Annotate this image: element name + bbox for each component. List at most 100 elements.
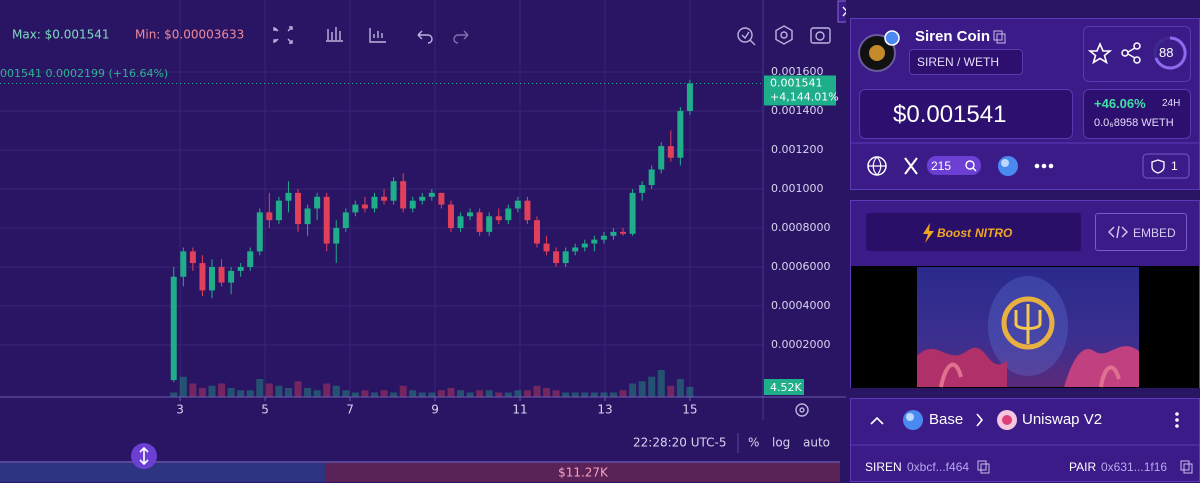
volume-bar xyxy=(218,383,226,397)
volume-bar xyxy=(256,379,264,397)
volume-bar xyxy=(351,392,359,397)
candle-body xyxy=(486,216,493,232)
candle-body xyxy=(247,251,254,267)
volume-bar xyxy=(437,390,445,397)
x-tick-label: 7 xyxy=(346,403,354,417)
collapse-button[interactable] xyxy=(837,0,846,23)
candle-body xyxy=(180,251,187,277)
volume-bar xyxy=(457,390,465,397)
candle-body xyxy=(533,220,540,244)
dex-name[interactable]: Uniswap V2 xyxy=(1022,411,1103,428)
x-count[interactable]: 215 xyxy=(931,159,952,173)
candle-body xyxy=(314,196,321,209)
actions-box xyxy=(1083,26,1191,82)
candle-body xyxy=(170,276,177,381)
volume-bar xyxy=(323,383,331,397)
auto-toggle[interactable]: auto xyxy=(803,436,830,450)
candle-body xyxy=(524,200,531,221)
pair-label: PAIR xyxy=(1069,460,1097,474)
candle-body xyxy=(467,212,474,217)
embed-label[interactable]: EMBED xyxy=(1133,226,1176,240)
settings-icon[interactable] xyxy=(795,403,809,417)
volume-bar xyxy=(686,386,694,397)
volume-bar xyxy=(227,388,235,397)
change-24h: +46.06% xyxy=(1094,96,1146,111)
volume-bar xyxy=(170,392,178,397)
volume-bar xyxy=(638,381,646,397)
volume-bar xyxy=(514,390,522,397)
candle-body xyxy=(591,239,598,244)
promo-section: Boost NITRO EMBED xyxy=(850,200,1200,388)
volume-bar xyxy=(342,390,350,397)
sell-bar xyxy=(325,463,840,482)
volume-bar xyxy=(619,390,627,397)
volume-bar xyxy=(600,392,608,397)
volume-bar xyxy=(648,376,656,397)
volume-bar xyxy=(581,392,589,397)
candle-body xyxy=(457,216,464,228)
price-label: 0.001541 xyxy=(770,76,823,89)
log-toggle[interactable]: log xyxy=(772,436,790,450)
boost-label[interactable]: Boost xyxy=(937,226,971,240)
candle-body xyxy=(361,204,368,209)
candle-body xyxy=(620,231,627,234)
alert-count[interactable]: 1 xyxy=(1171,159,1178,173)
y-tick-label: 0.001000 xyxy=(771,182,824,195)
chain-name[interactable]: Base xyxy=(929,411,964,428)
score: 88 xyxy=(1159,45,1174,60)
volume-bar xyxy=(418,392,426,397)
pool-icons xyxy=(851,410,1199,474)
toolbar-icons[interactable] xyxy=(273,25,831,46)
candle-body xyxy=(285,192,292,201)
volume-bar xyxy=(380,390,388,397)
candle-body xyxy=(447,204,454,228)
y-tick-label: 0.0002000 xyxy=(771,338,831,351)
volume-bar xyxy=(198,388,206,397)
candle-body xyxy=(648,169,655,186)
volume-bar xyxy=(629,383,637,397)
volume-bar xyxy=(275,385,283,397)
candle-body xyxy=(505,208,512,221)
nitro-label[interactable]: NITRO xyxy=(975,226,1013,240)
candle-body xyxy=(228,270,235,283)
change-box xyxy=(1083,89,1191,139)
candle-body xyxy=(409,200,416,209)
candle-body xyxy=(295,192,302,225)
candle-body xyxy=(304,208,311,225)
candle-body xyxy=(572,247,579,252)
candle-body xyxy=(610,231,617,236)
volume-bar xyxy=(179,376,187,397)
price-label-box xyxy=(764,75,836,106)
volume-bar xyxy=(304,388,312,397)
pair-name[interactable]: SIREN / WETH xyxy=(917,55,1000,69)
pair-select[interactable] xyxy=(909,49,1023,75)
resize-handle[interactable] xyxy=(131,443,157,469)
price-box xyxy=(859,89,1073,139)
volume-bar xyxy=(504,392,512,397)
volume-bar xyxy=(361,390,369,397)
volume-bar xyxy=(676,379,684,397)
volume-bar xyxy=(447,388,455,397)
pool-section: Base Uniswap V2 SIREN 0xbcf...f464 PAIR … xyxy=(850,398,1200,482)
volume-bar xyxy=(265,383,273,397)
grid xyxy=(0,0,763,397)
volume-bar xyxy=(523,390,531,397)
boost-button[interactable] xyxy=(866,213,1081,251)
pair-address[interactable]: 0x631...1f16 xyxy=(1101,460,1168,474)
token-address[interactable]: 0xbcf...f464 xyxy=(907,460,970,474)
candle-body xyxy=(323,196,330,244)
y-tick-label: 0.0004000 xyxy=(771,299,831,312)
candle-body xyxy=(275,200,282,221)
header-icons xyxy=(851,30,1199,179)
volume-bar xyxy=(332,385,340,397)
boost-icon xyxy=(923,223,934,243)
volume-label: 4.52K xyxy=(770,381,802,394)
x-tick-label: 9 xyxy=(431,403,439,417)
embed-button[interactable] xyxy=(1095,213,1187,251)
volume-bar xyxy=(590,392,598,397)
percent-toggle[interactable]: % xyxy=(748,436,759,450)
y-tick-label: 0.001400 xyxy=(771,104,824,117)
candle-body xyxy=(562,251,569,264)
y-tick-label: 0.001600 xyxy=(771,65,824,78)
